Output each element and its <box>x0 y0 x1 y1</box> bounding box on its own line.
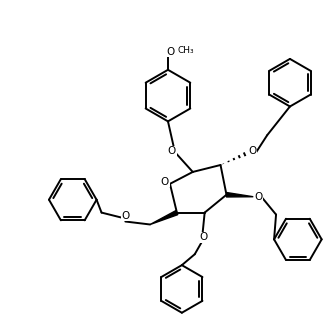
Text: O: O <box>248 146 256 156</box>
Text: O: O <box>161 177 169 187</box>
Text: CH₃: CH₃ <box>178 47 194 55</box>
Text: O: O <box>200 232 208 243</box>
Polygon shape <box>150 211 178 224</box>
Text: O: O <box>254 192 262 202</box>
Polygon shape <box>226 192 253 197</box>
Text: O: O <box>168 146 176 156</box>
Text: O: O <box>167 47 175 57</box>
Text: O: O <box>121 211 129 220</box>
